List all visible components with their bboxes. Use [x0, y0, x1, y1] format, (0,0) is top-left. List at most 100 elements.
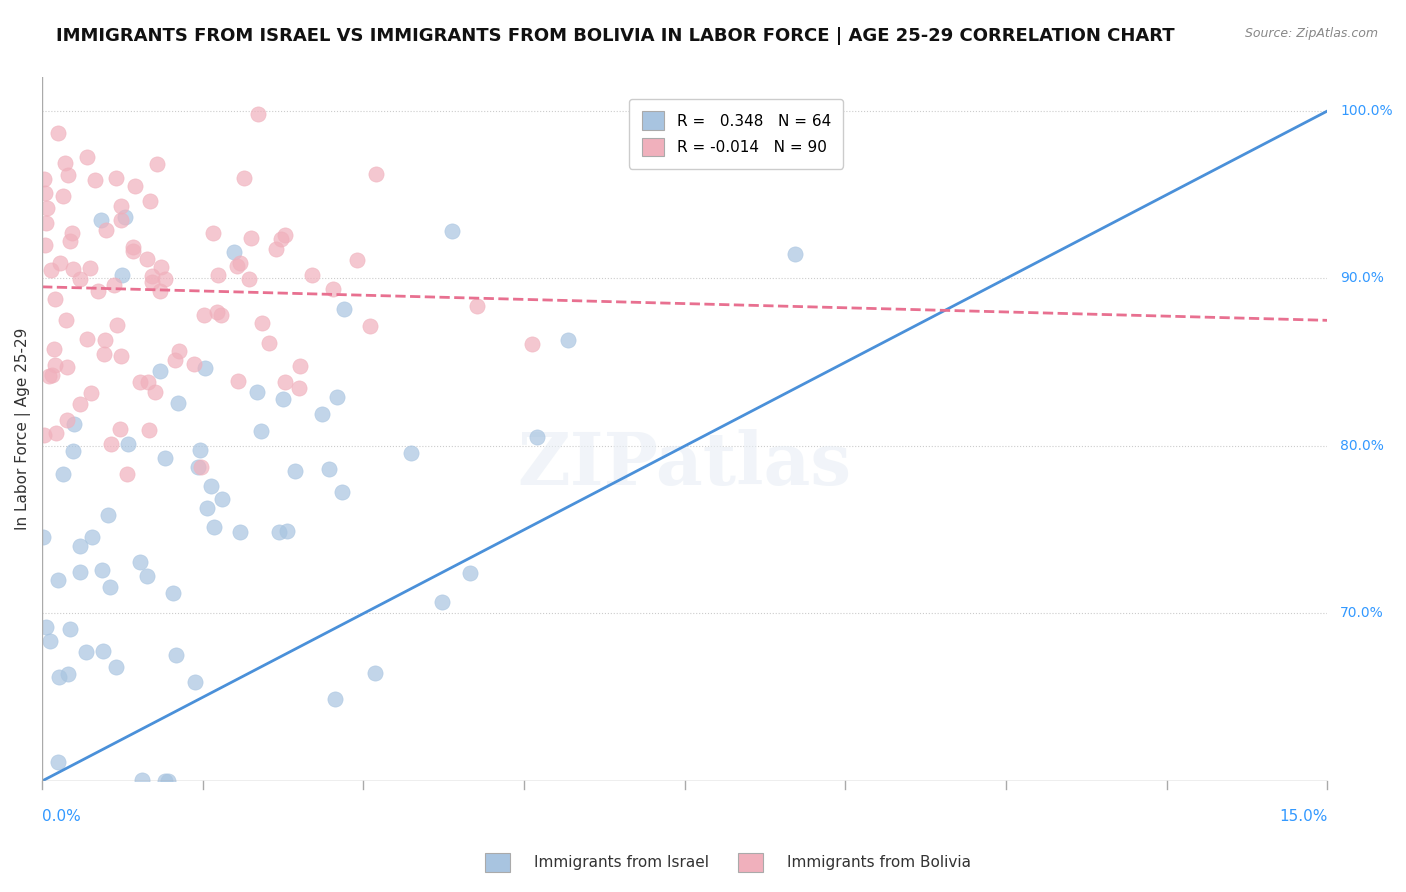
Point — [145, 157, 167, 171]
Text: 100.0%: 100.0% — [1340, 104, 1393, 118]
Point — [56, 413, 79, 427]
Point — [557, 333, 579, 347]
Point — [90, 213, 112, 227]
Point — [183, 357, 205, 371]
Point — [226, 259, 249, 273]
Point — [205, 305, 228, 319]
Point — [114, 210, 136, 224]
Point — [122, 244, 145, 258]
Point — [110, 199, 132, 213]
Point — [69, 566, 91, 580]
Text: Immigrants from Bolivia: Immigrants from Bolivia — [787, 855, 972, 870]
Point — [128, 555, 150, 569]
Point — [301, 268, 323, 282]
Point — [93, 347, 115, 361]
Point — [264, 242, 287, 256]
Point — [246, 384, 269, 399]
Point — [52, 189, 75, 203]
Point — [38, 369, 60, 384]
Point — [229, 524, 252, 539]
Point — [48, 670, 70, 684]
Point — [105, 660, 128, 674]
Point — [124, 178, 146, 193]
Point — [59, 234, 82, 248]
Point — [100, 437, 122, 451]
Point — [141, 268, 163, 283]
Point — [93, 334, 115, 348]
Point — [364, 168, 387, 182]
Point — [167, 395, 190, 409]
Point — [41, 368, 63, 382]
Point — [75, 645, 97, 659]
Point — [155, 774, 177, 789]
Point — [311, 407, 333, 421]
Point — [35, 620, 58, 634]
Point — [129, 375, 152, 389]
Point — [187, 460, 209, 475]
Point — [284, 465, 307, 479]
Point — [58, 667, 80, 681]
Point — [157, 774, 180, 789]
Point — [105, 318, 128, 332]
Text: 80.0%: 80.0% — [1340, 439, 1385, 453]
Point — [250, 424, 273, 438]
Point — [153, 451, 176, 466]
Point — [80, 530, 103, 544]
Point — [48, 574, 70, 588]
Point — [32, 172, 55, 186]
Point — [346, 253, 368, 268]
Point — [138, 424, 160, 438]
Point — [117, 436, 139, 450]
Point — [138, 194, 160, 208]
Point — [202, 520, 225, 534]
Point — [84, 173, 107, 187]
Point — [224, 245, 246, 260]
Point — [193, 308, 215, 322]
Point — [56, 359, 79, 374]
Point — [520, 337, 543, 351]
Point — [93, 644, 115, 658]
Point — [228, 374, 250, 388]
Point — [79, 260, 101, 275]
Text: 70.0%: 70.0% — [1340, 607, 1384, 621]
Point — [207, 268, 229, 282]
Point — [318, 461, 340, 475]
Point — [34, 238, 56, 252]
Point — [52, 467, 75, 482]
Point — [441, 224, 464, 238]
Point — [190, 460, 212, 475]
Point — [240, 231, 263, 245]
Point — [76, 332, 98, 346]
Point — [135, 252, 157, 266]
Point — [149, 260, 172, 274]
Point — [143, 385, 166, 400]
Point — [783, 247, 806, 261]
Text: Source: ZipAtlas.com: Source: ZipAtlas.com — [1244, 27, 1378, 40]
Point — [330, 485, 353, 500]
Point — [141, 275, 163, 289]
Point — [62, 444, 84, 458]
Point — [465, 299, 488, 313]
Point — [44, 292, 66, 306]
Point — [46, 126, 69, 140]
Point — [458, 566, 481, 580]
Point — [149, 364, 172, 378]
Point — [35, 217, 58, 231]
Point — [195, 501, 218, 516]
Point — [63, 417, 86, 432]
Text: Immigrants from Israel: Immigrants from Israel — [534, 855, 709, 870]
Point — [232, 171, 254, 186]
Point — [211, 491, 233, 506]
Point — [39, 633, 62, 648]
Point — [55, 313, 77, 327]
Point — [238, 272, 260, 286]
Point — [31, 530, 53, 544]
Point — [55, 156, 77, 170]
Point — [194, 361, 217, 376]
Point — [364, 665, 387, 680]
Text: IMMIGRANTS FROM ISRAEL VS IMMIGRANTS FROM BOLIVIA IN LABOR FORCE | AGE 25-29 COR: IMMIGRANTS FROM ISRAEL VS IMMIGRANTS FRO… — [56, 27, 1175, 45]
Point — [209, 308, 232, 322]
Point — [110, 213, 132, 227]
Point — [45, 426, 67, 441]
Point — [115, 467, 138, 481]
